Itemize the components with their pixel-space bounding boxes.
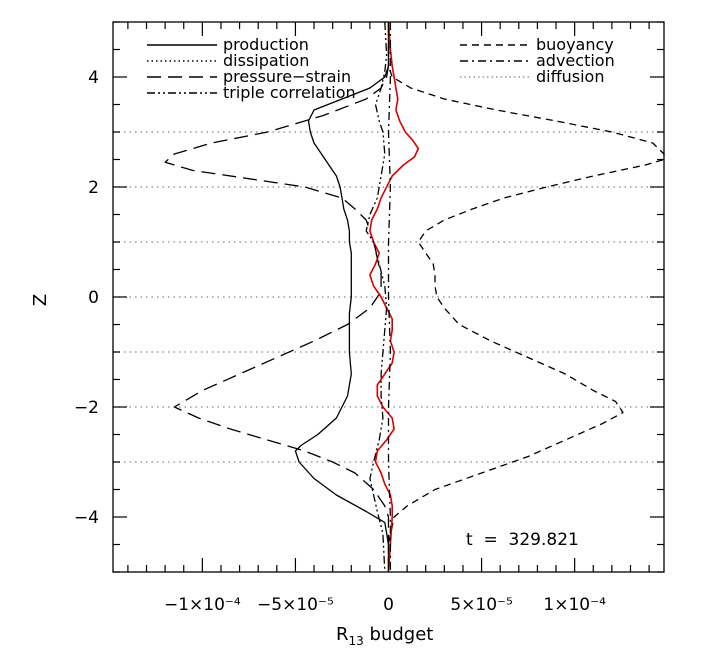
axis-ticks xyxy=(113,21,664,573)
y-tick-label: −4 xyxy=(74,508,99,528)
legend-label: pressure−strain xyxy=(223,67,351,86)
x-tick-label: −1×10⁻⁴ xyxy=(164,595,241,615)
legend-label: production xyxy=(223,35,309,54)
series-layer xyxy=(164,21,665,573)
y-tick-label: 4 xyxy=(88,68,99,88)
series-triple-correlation xyxy=(365,21,388,573)
legend-label: advection xyxy=(536,51,615,70)
time-annotation: t = 329.821 xyxy=(466,530,579,550)
series-advection xyxy=(387,22,392,572)
axis-tick-labels: −1×10⁻⁴ −5×10⁻⁵ 0 5×10⁻⁵ 1×10⁻⁴ 4 2 0 −2 −4 xyxy=(74,68,606,615)
x-axis-title-suffix: budget xyxy=(364,624,434,645)
x-tick-label: −5×10⁻⁵ xyxy=(257,595,334,615)
legend-label: triple correlation xyxy=(223,83,356,102)
x-tick-label: 0 xyxy=(383,595,394,615)
y-axis-title: Z xyxy=(30,294,51,306)
series-diffusion xyxy=(369,21,420,573)
x-tick-label: 5×10⁻⁵ xyxy=(450,595,512,615)
y-tick-label: −2 xyxy=(74,398,99,418)
x-axis-title: R13 budget xyxy=(336,624,433,648)
series-buoyancy xyxy=(387,22,665,572)
series-pressure-strain xyxy=(164,22,390,572)
y-tick-label: 0 xyxy=(88,288,99,308)
series-production xyxy=(294,22,390,572)
legend-label: dissipation xyxy=(223,51,309,70)
legend-label: diffusion xyxy=(536,67,604,86)
legend: productiondissipationpressure−straintrip… xyxy=(147,35,615,102)
x-tick-label: 1×10⁻⁴ xyxy=(543,595,606,615)
legend-label: buoyancy xyxy=(536,35,614,54)
y-tick-label: 2 xyxy=(88,178,99,198)
x-axis-title-subscript: 13 xyxy=(349,634,364,648)
x-axis-title-main: R xyxy=(336,624,349,645)
